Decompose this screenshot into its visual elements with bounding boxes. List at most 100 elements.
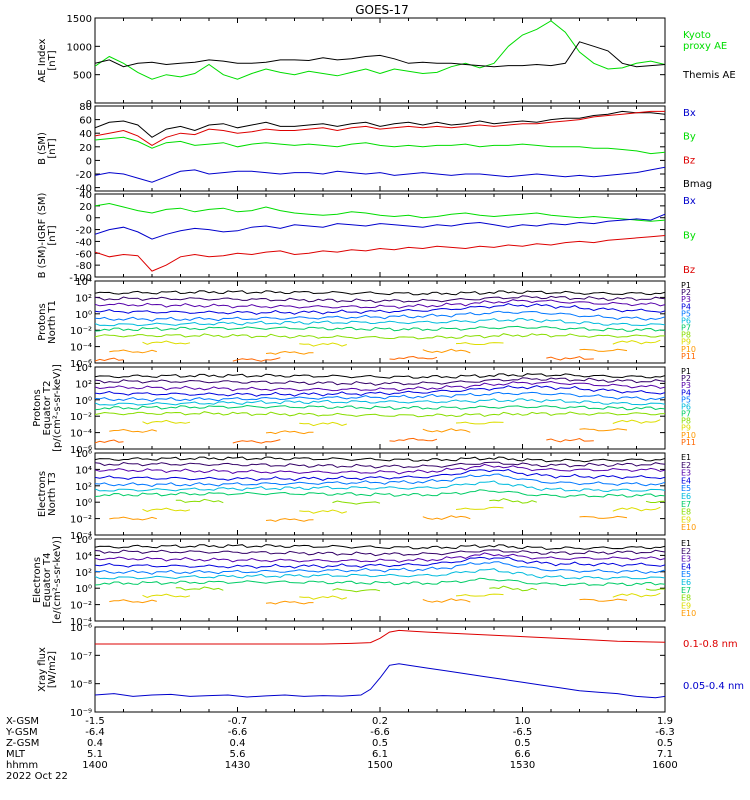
series-p9: [455, 421, 504, 425]
legend-p8: P8: [681, 417, 691, 426]
orbit-value: 1.9: [657, 716, 673, 727]
series-bz: [95, 110, 665, 146]
channel-e2: [95, 461, 665, 469]
series-e3: [95, 463, 665, 475]
channel-p10: [109, 348, 628, 355]
legend-p2: P2: [681, 374, 691, 383]
legend-e1: E1: [681, 539, 691, 548]
orbit-value: -6.5: [513, 727, 533, 738]
series-group: [95, 202, 665, 272]
legend-e1: E1: [681, 453, 691, 462]
panel-frame: [94, 193, 666, 278]
legend-p4: P4: [681, 302, 691, 311]
channel-p11: [95, 437, 594, 444]
series-e10: [109, 599, 157, 604]
panel-frame: [94, 17, 666, 104]
series-e10: [265, 518, 314, 522]
series-e2: [95, 549, 665, 557]
y-tick-label: 10⁴: [75, 277, 92, 288]
series-bz: [95, 235, 665, 272]
series-e9: [455, 506, 504, 510]
legend-e7: E7: [681, 586, 691, 595]
channel-p2: [95, 377, 665, 386]
series-p3: [95, 380, 665, 392]
y-tick-label: 40: [79, 190, 92, 201]
channel-p10: [109, 428, 628, 435]
y-tick-label: 10⁴: [75, 465, 92, 476]
y-axis-label: Protons: [32, 389, 43, 426]
channel-p1: [95, 373, 665, 379]
legend-e9: E9: [681, 601, 691, 610]
orbit-date: 2022 Oct 22: [6, 771, 68, 782]
series-p10: [265, 430, 314, 435]
y-tick-label: 1500: [67, 14, 92, 25]
y-tick-label: -20: [76, 170, 92, 181]
channel-p3: [95, 299, 665, 309]
channel-e6: [95, 568, 665, 580]
y-axis-label: [nT]: [47, 50, 58, 70]
series-e8: [175, 586, 224, 591]
channel-e7: [95, 577, 665, 587]
series-p9: [612, 419, 661, 424]
series-p7: [95, 404, 665, 411]
channel-e5: [95, 473, 665, 488]
y-tick-label: 10⁻²: [70, 326, 92, 337]
orbit-value: 1600: [652, 760, 677, 771]
orbit-value: -1.5: [85, 716, 105, 727]
series-p11: [95, 439, 124, 444]
channel-e1: [95, 456, 665, 463]
series-p11: [389, 355, 438, 360]
legend-p5: P5: [681, 309, 691, 318]
legend-entry: Bx: [683, 196, 696, 207]
legend-p5: P5: [681, 395, 691, 404]
legend-p11: P11: [681, 438, 696, 447]
orbit-value: -0.7: [228, 716, 248, 727]
orbit-value: 1430: [225, 760, 250, 771]
y-axis-label: Equator T2: [42, 381, 53, 436]
series-group: [95, 629, 665, 699]
series-bx: [95, 166, 665, 183]
series-p10: [579, 348, 628, 352]
y-tick-label: 10⁻²: [70, 515, 92, 526]
y-tick-label: 1000: [67, 42, 92, 53]
series-p11: [546, 356, 594, 361]
panel-frame: [94, 538, 666, 622]
y-tick-label: 10⁻⁴: [70, 617, 92, 628]
panel-ee: 10⁻⁴ 10⁻² 10⁰ 10² 10⁴ 10⁶ Electrons Equator T4[…: [32, 535, 696, 628]
orbit-row-label: Z-GSM: [6, 738, 39, 749]
channel-p4: [95, 385, 665, 397]
panel-pn: 10⁻⁶ 10⁻⁴ 10⁻² 10⁰ 10² 10⁴ Protons North T1 P1P2…: [37, 277, 696, 370]
legend-e8: E8: [681, 508, 691, 517]
legend-e3: E3: [681, 469, 691, 478]
y-tick-label: 10⁴: [75, 363, 92, 374]
series-e10: [109, 516, 157, 521]
series-p9: [612, 339, 661, 345]
legend-p3: P3: [681, 381, 691, 390]
orbit-value: 5.6: [230, 749, 246, 760]
y-tick-label: 10²: [75, 379, 92, 390]
channel-e4: [95, 468, 665, 482]
series-e2: [95, 461, 665, 469]
series-p1: [95, 290, 665, 296]
panel-pe: 10⁻⁶ 10⁻⁴ 10⁻² 10⁰ 10² 10⁴ Protons Equator T2 [p…: [32, 363, 696, 456]
y-tick-label: 40: [79, 129, 92, 140]
series-p10: [109, 349, 157, 354]
series-p11: [546, 437, 594, 443]
series-e8: [489, 585, 537, 592]
channel-p9: [142, 419, 661, 427]
channel-p1: [95, 290, 665, 296]
y-axis-label: North T1: [47, 300, 58, 344]
y-tick-label: 10⁰: [75, 584, 92, 595]
y-tick-label: 10⁻⁶: [70, 445, 92, 456]
y-tick-label: -60: [76, 249, 92, 260]
legend-e4: E4: [681, 562, 691, 571]
series-p5: [95, 310, 665, 322]
series-p11: [232, 357, 281, 362]
legend-p6: P6: [681, 316, 691, 325]
y-tick-label: 10⁻⁴: [70, 429, 92, 440]
series-e9: [142, 507, 191, 512]
y-axis-label: Protons: [37, 303, 48, 340]
